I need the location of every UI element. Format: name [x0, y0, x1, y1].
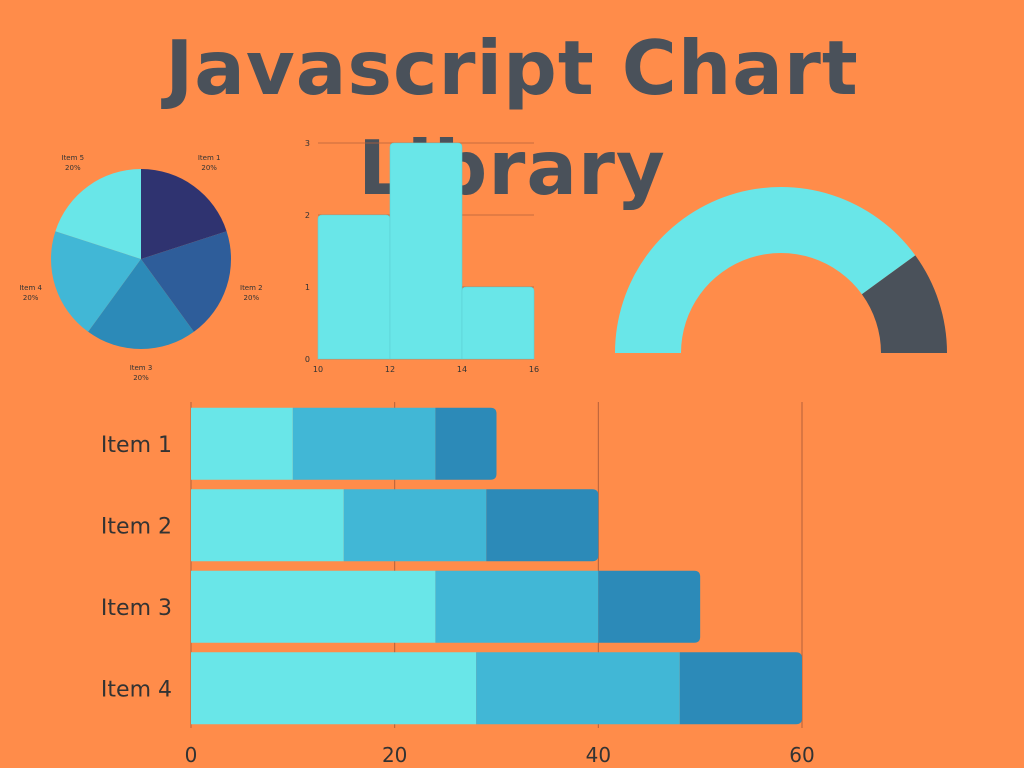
- hist-x-tick-label: 16: [529, 365, 539, 374]
- stack-x-tick-label: 40: [586, 743, 611, 767]
- pie-label-2: Item 2: [240, 284, 263, 292]
- stack-category-label: Item 3: [101, 596, 172, 621]
- page-title: Javascript Chart Library: [165, 24, 859, 212]
- pie-label-1: Item 1: [198, 154, 221, 162]
- hist-bar-2: [389, 142, 463, 360]
- stack-bar-4-seg-1: [191, 652, 477, 725]
- gauge-chart: [615, 187, 947, 353]
- pie-pct-label-4: 20%: [23, 294, 39, 302]
- stack-bar-4-seg-3: [679, 652, 802, 725]
- pie-label-4: Item 4: [19, 284, 42, 292]
- stacked-bar-chart: 0 20 40 60 Item 1 Item 2 Item 3 Item 4: [101, 402, 815, 767]
- gauge-value-arc: [615, 187, 916, 353]
- stack-bar-2-seg-2: [343, 489, 487, 562]
- hist-y-tick-label: 0: [305, 355, 310, 364]
- hist-bar-1: [317, 214, 391, 360]
- stack-category-label: Item 1: [101, 433, 172, 458]
- pie-pct-label-5: 20%: [65, 164, 81, 172]
- pie-slice-4: [51, 231, 141, 332]
- stack-bar-3-seg-1: [191, 570, 436, 643]
- stack-category-label: Item 4: [101, 677, 172, 702]
- hist-x-tick-label: 10: [313, 365, 323, 374]
- stack-bar-3-seg-2: [435, 570, 599, 643]
- pie-label-3: Item 3: [130, 364, 153, 372]
- hist-y-tick-label: 2: [305, 211, 310, 220]
- pie-slice-3: [88, 259, 194, 349]
- stack-x-tick-label: 60: [789, 743, 814, 767]
- stack-bar-1-seg-2: [292, 407, 436, 480]
- pie-chart: Item 1 20% Item 2 20% Item 3 20% Item 4 20% Item…: [19, 154, 263, 382]
- pie-pct-label-2: 20%: [244, 294, 260, 302]
- stack-x-tick-label: 20: [382, 743, 407, 767]
- stack-x-tick-label: 0: [185, 743, 198, 767]
- stack-category-label: Item 2: [101, 514, 172, 539]
- pie-pct-label-1: 20%: [201, 164, 217, 172]
- pie-slice-2: [141, 231, 232, 332]
- stack-bar-1-seg-1: [191, 407, 293, 480]
- pie-label-5: Item 5: [62, 154, 85, 162]
- stack-bar-4-seg-2: [476, 652, 680, 725]
- hist-x-tick-label: 12: [385, 365, 395, 374]
- hist-bar-3: [461, 286, 535, 360]
- hist-x-tick-label: 14: [457, 365, 467, 374]
- stack-bar-1-seg-3: [435, 407, 497, 480]
- hist-y-tick-label: 1: [305, 283, 310, 292]
- stack-bar-2-seg-3: [486, 489, 599, 562]
- gauge-remainder-arc: [861, 255, 947, 353]
- hist-y-tick-label: 3: [305, 139, 310, 148]
- pie-pct-label-3: 20%: [133, 374, 149, 382]
- pie-slice-1: [141, 169, 227, 259]
- stack-bar-3-seg-3: [598, 570, 701, 643]
- stack-bar-2-seg-1: [191, 489, 344, 562]
- pie-slice-5: [55, 169, 141, 259]
